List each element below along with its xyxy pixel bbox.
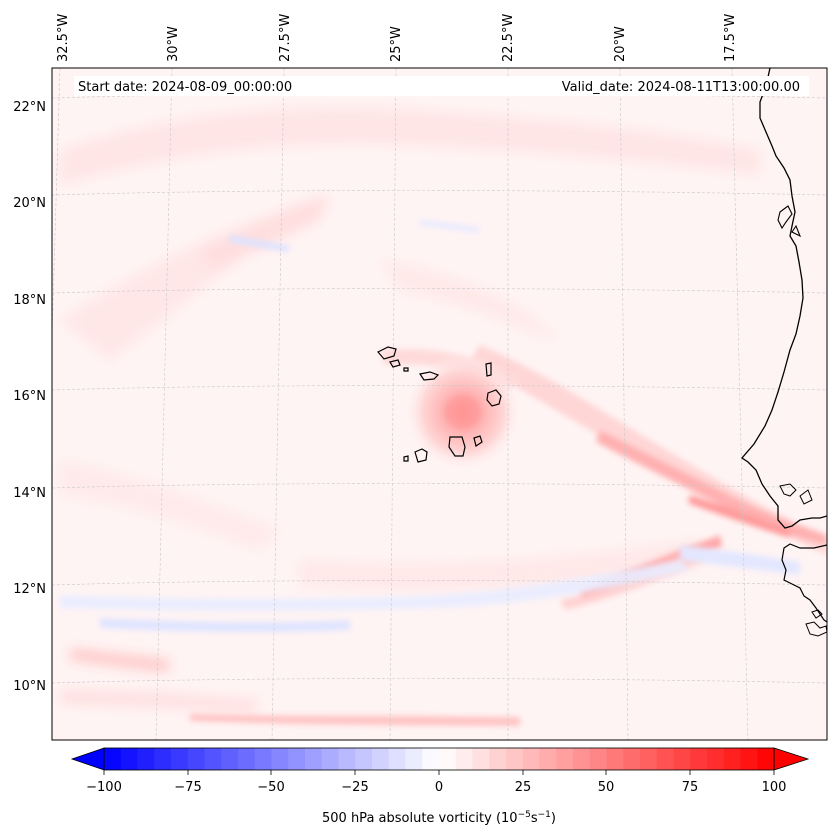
colorbar-cell: [455, 748, 473, 770]
colorbar-cell: [154, 748, 172, 770]
african-coastline-south: [781, 543, 827, 623]
colorbar-cell: [589, 748, 607, 770]
colorbar-cell: [757, 748, 775, 770]
colorbar-cell: [120, 748, 138, 770]
colorbar-cells: [104, 748, 775, 770]
colorbar-low-extension: [70, 747, 105, 771]
colorbar-tick-label: −100: [86, 780, 122, 795]
map-frame: [51, 67, 828, 741]
colorbar-cell: [556, 748, 574, 770]
colorbar-cell: [321, 748, 339, 770]
colorbar-tick-label: 75: [682, 780, 699, 795]
colorbar-tick-label: 25: [515, 780, 532, 795]
colorbar-cell: [338, 748, 356, 770]
colorbar-ticks: [103, 770, 775, 775]
colorbar-cell: [623, 748, 641, 770]
lat-tick-label: 16°N: [13, 389, 46, 404]
colorbar-cell: [305, 748, 323, 770]
colorbar-cell: [673, 748, 691, 770]
lon-tick-label: 32.5°W: [56, 14, 71, 62]
lon-tick-label: 22.5°W: [501, 14, 516, 62]
colorbar-cell: [707, 748, 725, 770]
colorbar: −100 −75 −50 −25 0 25 50 75 100 500 hPa …: [70, 747, 810, 826]
lat-tick-label: 18°N: [13, 293, 46, 308]
colorbar-cell: [422, 748, 440, 770]
latitude-labels: 22°N 20°N 18°N 16°N 14°N 12°N 10°N: [13, 100, 46, 694]
colorbar-cell: [137, 748, 155, 770]
colorbar-cell: [271, 748, 289, 770]
colorbar-cell: [740, 748, 758, 770]
cape-verde-islands: [377, 346, 502, 463]
info-header-bg: [74, 76, 809, 96]
lat-tick-label: 20°N: [13, 196, 46, 211]
colorbar-cell: [606, 748, 624, 770]
colorbar-cell: [723, 748, 741, 770]
african-coastline: [741, 68, 827, 529]
colorbar-cell: [288, 748, 306, 770]
colorbar-cell: [439, 748, 457, 770]
colorbar-cell: [204, 748, 222, 770]
lon-tick-label: 17.5°W: [723, 14, 738, 62]
colorbar-label: 500 hPa absolute vorticity (10−5s−1): [322, 810, 556, 826]
colorbar-tick-label: −75: [174, 780, 201, 795]
lat-tick-label: 22°N: [13, 100, 46, 115]
colorbar-cell: [489, 748, 507, 770]
colorbar-cell: [355, 748, 373, 770]
colorbar-tick-label: 0: [435, 780, 443, 795]
lon-tick-label: 27.5°W: [278, 14, 293, 62]
colorbar-cell: [171, 748, 189, 770]
colorbar-tick-label: 100: [762, 780, 787, 795]
colorbar-tick-label: −25: [341, 780, 368, 795]
lat-tick-label: 12°N: [13, 582, 46, 597]
colorbar-cell: [573, 748, 591, 770]
lon-tick-label: 30°W: [166, 26, 181, 62]
colorbar-cell: [656, 748, 674, 770]
colorbar-cell: [221, 748, 239, 770]
colorbar-cell: [405, 748, 423, 770]
colorbar-cell: [104, 748, 122, 770]
colorbar-cell: [187, 748, 205, 770]
start-date-label: Start date: 2024-08-09_00:00:00: [78, 80, 292, 95]
colorbar-cell: [690, 748, 708, 770]
lat-tick-label: 10°N: [13, 679, 46, 694]
colorbar-cell: [522, 748, 540, 770]
longitude-labels: 32.5°W 30°W 27.5°W 25°W 22.5°W 20°W 17.5…: [56, 14, 738, 62]
lon-tick-label: 25°W: [389, 26, 404, 62]
colorbar-cell: [472, 748, 490, 770]
colorbar-tick-label: 50: [598, 780, 615, 795]
colorbar-tick-label: −50: [257, 780, 284, 795]
colorbar-cell: [238, 748, 256, 770]
lat-tick-label: 14°N: [13, 486, 46, 501]
colorbar-high-extension: [773, 747, 810, 771]
colorbar-cell: [388, 748, 406, 770]
colorbar-cell: [254, 748, 272, 770]
negative-vorticity-band: [60, 220, 800, 633]
colorbar-cell: [539, 748, 557, 770]
lon-tick-label: 20°W: [613, 26, 628, 62]
colorbar-cell: [506, 748, 524, 770]
valid-date-label: Valid_date: 2024-08-11T13:00:00.00: [562, 80, 800, 95]
map-panel: [52, 68, 827, 740]
colorbar-cell: [372, 748, 390, 770]
colorbar-cell: [640, 748, 658, 770]
